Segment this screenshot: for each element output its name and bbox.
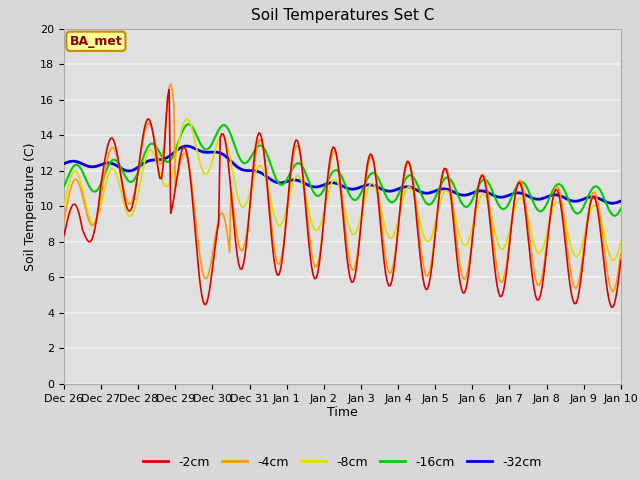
X-axis label: Time: Time bbox=[327, 407, 358, 420]
Text: BA_met: BA_met bbox=[70, 35, 122, 48]
Y-axis label: Soil Temperature (C): Soil Temperature (C) bbox=[24, 142, 37, 271]
Title: Soil Temperatures Set C: Soil Temperatures Set C bbox=[251, 9, 434, 24]
Legend: -2cm, -4cm, -8cm, -16cm, -32cm: -2cm, -4cm, -8cm, -16cm, -32cm bbox=[138, 451, 547, 474]
